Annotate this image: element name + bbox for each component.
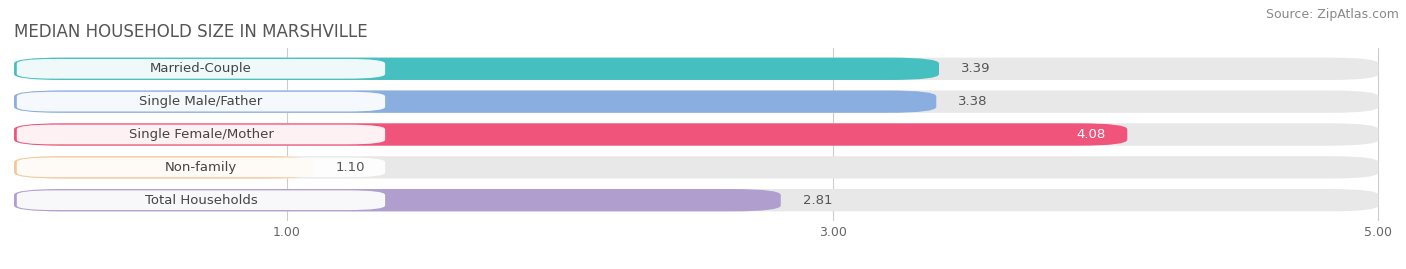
FancyBboxPatch shape (17, 190, 385, 210)
FancyBboxPatch shape (14, 123, 1128, 146)
Text: Married-Couple: Married-Couple (150, 62, 252, 75)
FancyBboxPatch shape (14, 189, 780, 211)
Text: MEDIAN HOUSEHOLD SIZE IN MARSHVILLE: MEDIAN HOUSEHOLD SIZE IN MARSHVILLE (14, 23, 368, 41)
FancyBboxPatch shape (17, 59, 385, 79)
FancyBboxPatch shape (17, 125, 385, 144)
FancyBboxPatch shape (14, 156, 1378, 179)
Text: 4.08: 4.08 (1076, 128, 1105, 141)
Text: 3.39: 3.39 (960, 62, 990, 75)
FancyBboxPatch shape (17, 157, 385, 177)
FancyBboxPatch shape (14, 58, 939, 80)
Text: 3.38: 3.38 (957, 95, 987, 108)
FancyBboxPatch shape (14, 123, 1378, 146)
Text: Source: ZipAtlas.com: Source: ZipAtlas.com (1265, 8, 1399, 21)
FancyBboxPatch shape (14, 189, 1378, 211)
FancyBboxPatch shape (17, 92, 385, 112)
Text: 1.10: 1.10 (336, 161, 366, 174)
Text: Single Female/Mother: Single Female/Mother (128, 128, 273, 141)
FancyBboxPatch shape (14, 90, 936, 113)
Text: Non-family: Non-family (165, 161, 238, 174)
FancyBboxPatch shape (14, 156, 314, 179)
FancyBboxPatch shape (14, 58, 1378, 80)
Text: Single Male/Father: Single Male/Father (139, 95, 263, 108)
FancyBboxPatch shape (14, 90, 1378, 113)
Text: 2.81: 2.81 (803, 194, 832, 207)
Text: Total Households: Total Households (145, 194, 257, 207)
